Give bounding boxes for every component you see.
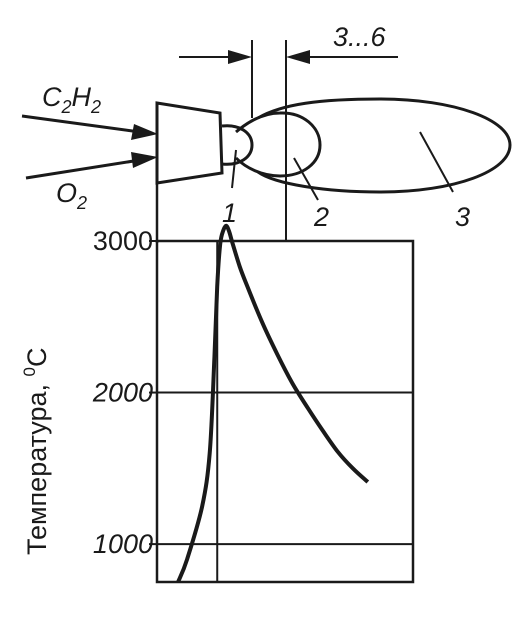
torch-nozzle	[155, 101, 224, 185]
flame-reducing-zone-2	[234, 111, 322, 178]
oxygen-arrowhead	[131, 152, 158, 168]
acetylene-arrow	[21, 114, 141, 134]
flame-outer-zone-3	[257, 97, 512, 194]
temperature-chart: 3000 2000 1000	[92, 223, 415, 584]
temperature-curve-0	[176, 223, 370, 583]
flame-core-zone-1	[221, 124, 254, 166]
y-tick-label-3000: 3000	[93, 226, 153, 256]
y-tick-label-1000: 1000	[93, 529, 153, 559]
pointer-zone-3	[419, 131, 454, 193]
y-tick-label-2000: 2000	[92, 378, 153, 408]
pointer-zone-1	[231, 149, 237, 189]
distance-label: 3...6	[333, 22, 387, 52]
acetylene-arrowhead	[131, 124, 158, 140]
y-axis-label: Температура, 0C	[20, 347, 52, 555]
oxygen-label: O2	[56, 178, 87, 213]
oxygen-arrow	[25, 158, 141, 180]
zone-label-3: 3	[455, 202, 470, 232]
acetylene-label: C2H2	[42, 82, 101, 117]
dimension-arrowhead-left	[228, 50, 252, 64]
zone-label-1: 1	[222, 198, 237, 228]
dimension-arrowhead-right	[286, 50, 310, 64]
chart-frame	[155, 239, 415, 584]
pointer-zone-2	[293, 157, 319, 201]
zone-label-2: 2	[313, 202, 329, 232]
